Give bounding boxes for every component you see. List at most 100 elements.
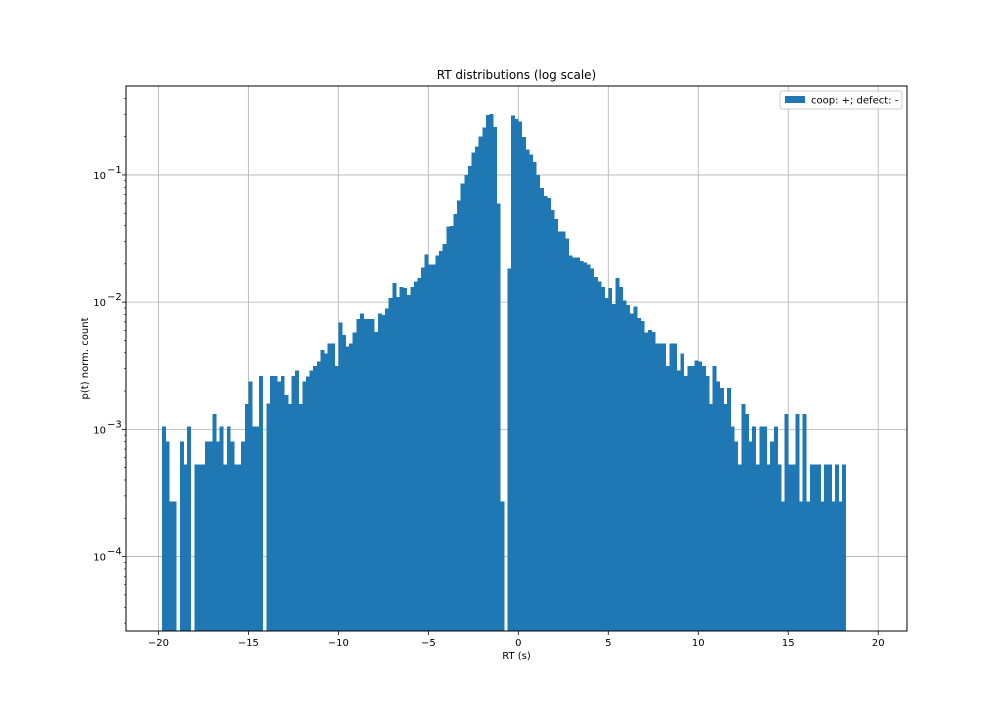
plot-frame: [125, 85, 908, 632]
histogram-bar: [712, 365, 717, 631]
histogram-bar: [316, 361, 321, 631]
histogram-bar: [449, 226, 454, 632]
histogram-bar: [701, 365, 706, 631]
y-tick-exponent: −1: [107, 165, 122, 176]
histogram-bar: [683, 375, 688, 631]
histogram-bar: [572, 257, 577, 631]
histogram-bars: [161, 114, 847, 632]
histogram-bar: [226, 426, 231, 631]
histogram-bar: [755, 464, 760, 631]
histogram-bar: [291, 375, 296, 631]
histogram-bar: [331, 343, 336, 631]
histogram-bar: [676, 370, 681, 631]
histogram-bar: [363, 318, 368, 631]
histogram-bar: [460, 183, 465, 632]
histogram-bar: [557, 231, 562, 631]
histogram-bar: [536, 174, 541, 631]
histogram-bar: [334, 365, 339, 631]
histogram-bar: [313, 365, 318, 631]
histogram-bar: [446, 226, 451, 631]
histogram-bar: [763, 426, 767, 631]
histogram-bar: [439, 250, 444, 632]
histogram-bar: [467, 165, 472, 631]
histogram-bar: [525, 149, 530, 632]
histogram-bar: [392, 282, 397, 631]
legend-box: [779, 90, 903, 110]
histogram-bar: [788, 464, 793, 631]
histogram-bar: [417, 277, 422, 631]
histogram-bar: [277, 381, 282, 631]
x-tick-label: −20: [148, 638, 169, 649]
histogram-bar: [579, 260, 584, 631]
histogram-bar: [727, 388, 731, 631]
histogram-bar: [658, 343, 663, 631]
histogram-bar: [691, 365, 696, 631]
histogram-bar: [741, 404, 746, 631]
histogram-bar: [359, 313, 364, 631]
histogram-bar: [586, 264, 591, 631]
histogram-bar: [442, 244, 447, 631]
legend-swatch: [785, 96, 805, 103]
histogram-bar: [669, 343, 674, 631]
x-tick-label: 15: [782, 638, 795, 649]
histogram-bar: [529, 154, 534, 632]
y-tick-label: 10: [93, 298, 106, 309]
histogram-bar: [716, 381, 721, 631]
histogram-bar: [428, 264, 433, 631]
histogram-bar: [665, 365, 670, 631]
histogram-bar: [532, 162, 537, 632]
histogram-bar: [831, 501, 836, 631]
histogram-bar: [590, 268, 595, 631]
histogram-bar: [640, 320, 645, 631]
histogram-bar: [356, 318, 361, 631]
histogram-bar: [208, 441, 213, 631]
histogram-bar: [255, 426, 260, 631]
histogram-bar: [687, 365, 692, 631]
histogram-bar: [593, 276, 598, 631]
histogram-bar: [647, 329, 652, 631]
histogram-bar: [752, 426, 757, 631]
histogram-bar: [349, 343, 354, 631]
y-tick-exponent: −2: [107, 292, 122, 303]
x-tick-label: −5: [421, 638, 436, 649]
histogram-bar: [435, 255, 440, 631]
histogram-bar: [280, 375, 285, 631]
x-tick-label: 0: [515, 638, 521, 649]
histogram-bar: [478, 136, 483, 631]
histogram-bar: [748, 441, 753, 631]
x-tick-label: 10: [692, 638, 705, 649]
histogram-bar: [817, 464, 821, 631]
histogram-bar: [770, 441, 775, 631]
histogram-bar: [813, 464, 818, 631]
histogram-bar: [413, 281, 418, 631]
histogram-bar: [230, 441, 235, 631]
histogram-bar: [611, 303, 616, 631]
histogram-bar: [410, 286, 415, 631]
y-tick-exponent: −3: [107, 419, 122, 430]
histogram-bar: [601, 286, 606, 631]
histogram-bar: [194, 464, 199, 631]
histogram-bar: [615, 277, 620, 631]
histogram-bar: [723, 404, 728, 631]
histogram-bar: [629, 313, 634, 631]
histogram-bar: [161, 426, 166, 631]
histogram-bar: [824, 464, 829, 631]
histogram-bar: [187, 426, 192, 631]
histogram-bar: [809, 464, 814, 631]
histogram-bar: [287, 404, 292, 631]
histogram-bar: [241, 441, 246, 631]
histogram-bar: [784, 414, 789, 631]
histogram-bar: [709, 404, 713, 631]
histogram-bar: [457, 200, 462, 632]
histogram-bar: [219, 426, 224, 631]
histogram-bar: [507, 268, 512, 631]
histogram-bar: [583, 262, 588, 631]
histogram-bar: [266, 403, 271, 631]
histogram-bar: [327, 343, 332, 631]
histogram-bar: [403, 288, 408, 631]
x-tick-label: 20: [872, 638, 885, 649]
histogram-bar: [453, 213, 458, 631]
histogram-bar: [338, 322, 343, 631]
histogram-bar: [370, 318, 375, 631]
histogram-bar: [745, 414, 749, 631]
